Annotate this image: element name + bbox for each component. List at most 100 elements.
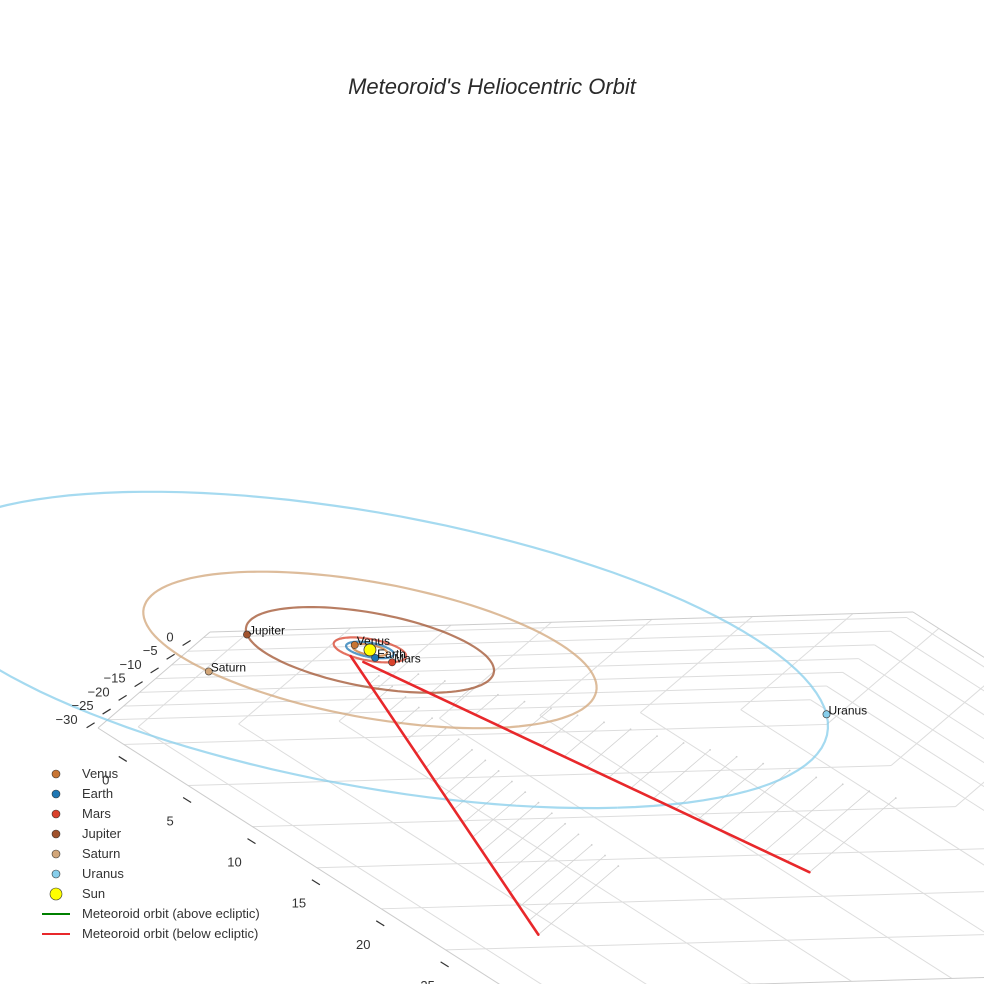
drop-line — [453, 770, 499, 810]
planet-label-mars: Mars — [394, 651, 421, 665]
legend-label: Saturn — [82, 846, 121, 861]
drop-line — [406, 717, 433, 740]
legend-marker — [51, 809, 61, 819]
drop-line — [538, 865, 619, 935]
axis-edge — [97, 727, 500, 984]
x-tick-label: 5 — [167, 814, 174, 829]
z-tick-label: −25 — [72, 698, 94, 713]
z-tick-label: −20 — [88, 684, 110, 699]
drop-line-cap — [576, 714, 579, 717]
z-tick-mark — [86, 722, 95, 729]
legend-label: Mars — [82, 806, 111, 821]
legend-label: Sun — [82, 886, 106, 901]
drop-line — [541, 715, 578, 747]
orbit-earth — [345, 640, 395, 660]
drop-line-cap — [443, 680, 446, 682]
grid-line — [338, 720, 752, 984]
planet-label-jupiter: Jupiter — [249, 624, 285, 638]
grid-line — [890, 630, 984, 692]
grid-line — [439, 621, 552, 719]
drop-line-cap — [788, 769, 791, 772]
drop-line — [563, 722, 605, 757]
drop-line-cap — [590, 844, 593, 846]
grid-line — [826, 685, 984, 788]
legend-label: Meteoroid orbit (below ecliptic) — [82, 926, 259, 941]
legend-label: Earth — [82, 786, 114, 801]
z-tick-label: −5 — [143, 643, 158, 658]
grid-line — [810, 699, 984, 812]
drop-line-cap — [391, 685, 394, 688]
drop-line-cap — [762, 762, 765, 765]
x-tick-mark — [440, 961, 449, 968]
drop-line-cap — [604, 854, 606, 857]
axis-edge — [912, 611, 984, 658]
meteoroid-path — [349, 654, 811, 936]
drop-line-cap — [617, 865, 620, 867]
meteoroid-segment-below — [362, 660, 811, 874]
planet-earth — [371, 653, 380, 662]
grid-line — [316, 848, 984, 869]
drop-line — [519, 708, 552, 736]
drop-line-cap — [577, 833, 580, 836]
drop-line — [509, 834, 579, 894]
meteoroid-segment-below — [349, 654, 540, 936]
z-tick-mark — [102, 708, 111, 715]
legend-symbol — [51, 769, 61, 779]
legend-symbol — [49, 887, 63, 901]
planet-mars — [388, 658, 397, 667]
planet-label-earth: Earth — [377, 647, 406, 661]
legend-symbol — [51, 809, 61, 819]
drop-line-cap — [484, 759, 487, 762]
drop-line-cap — [815, 776, 818, 779]
x-tick-mark — [118, 755, 128, 762]
z-tick-mark — [182, 639, 191, 646]
grid-line — [539, 619, 653, 716]
drop-line-cap — [550, 707, 552, 710]
grid-line — [445, 934, 984, 951]
drop-line-cap — [431, 717, 433, 720]
grid-line — [906, 617, 984, 668]
legend-symbol — [51, 829, 61, 839]
drop-line — [608, 735, 658, 778]
z-tick-label: 0 — [166, 629, 173, 644]
grid-line — [203, 616, 907, 638]
drop-line — [472, 791, 526, 838]
drop-line — [452, 687, 472, 705]
x-tick-mark — [375, 920, 385, 927]
axis-edge — [209, 611, 914, 633]
z-tick-mark — [118, 694, 127, 701]
drop-line — [653, 749, 711, 799]
drop-line — [586, 728, 631, 768]
drop-line-cap — [457, 738, 460, 741]
x-tick-mark — [311, 879, 321, 886]
z-tick-label: −15 — [104, 671, 126, 686]
planet-label-uranus: Uranus — [829, 703, 868, 717]
planet-jupiter — [243, 630, 251, 639]
grid-line — [187, 630, 891, 652]
grid-line — [858, 658, 984, 740]
legend-symbol — [51, 789, 61, 799]
drop-line-cap — [682, 742, 685, 744]
sun-marker — [363, 643, 377, 657]
drop-line — [630, 742, 684, 789]
drop-line-cap — [404, 696, 407, 698]
drop-line — [378, 686, 393, 699]
grid-line — [740, 613, 854, 711]
grid-line — [874, 644, 984, 716]
grid-line — [639, 616, 753, 713]
drop-line-cap — [868, 790, 871, 793]
legend-marker — [51, 849, 61, 859]
orbits — [0, 490, 830, 810]
grid-line — [740, 709, 984, 866]
grid-line — [137, 630, 251, 728]
z-tick-label: −10 — [120, 657, 142, 672]
drop-line-cap — [511, 780, 513, 783]
drop-line-cap — [537, 801, 540, 804]
legend-label: Venus — [82, 766, 119, 781]
drop-line — [742, 777, 817, 841]
legend-symbol — [42, 933, 70, 935]
z-tick-mark — [134, 681, 143, 688]
drop-line — [474, 694, 499, 715]
